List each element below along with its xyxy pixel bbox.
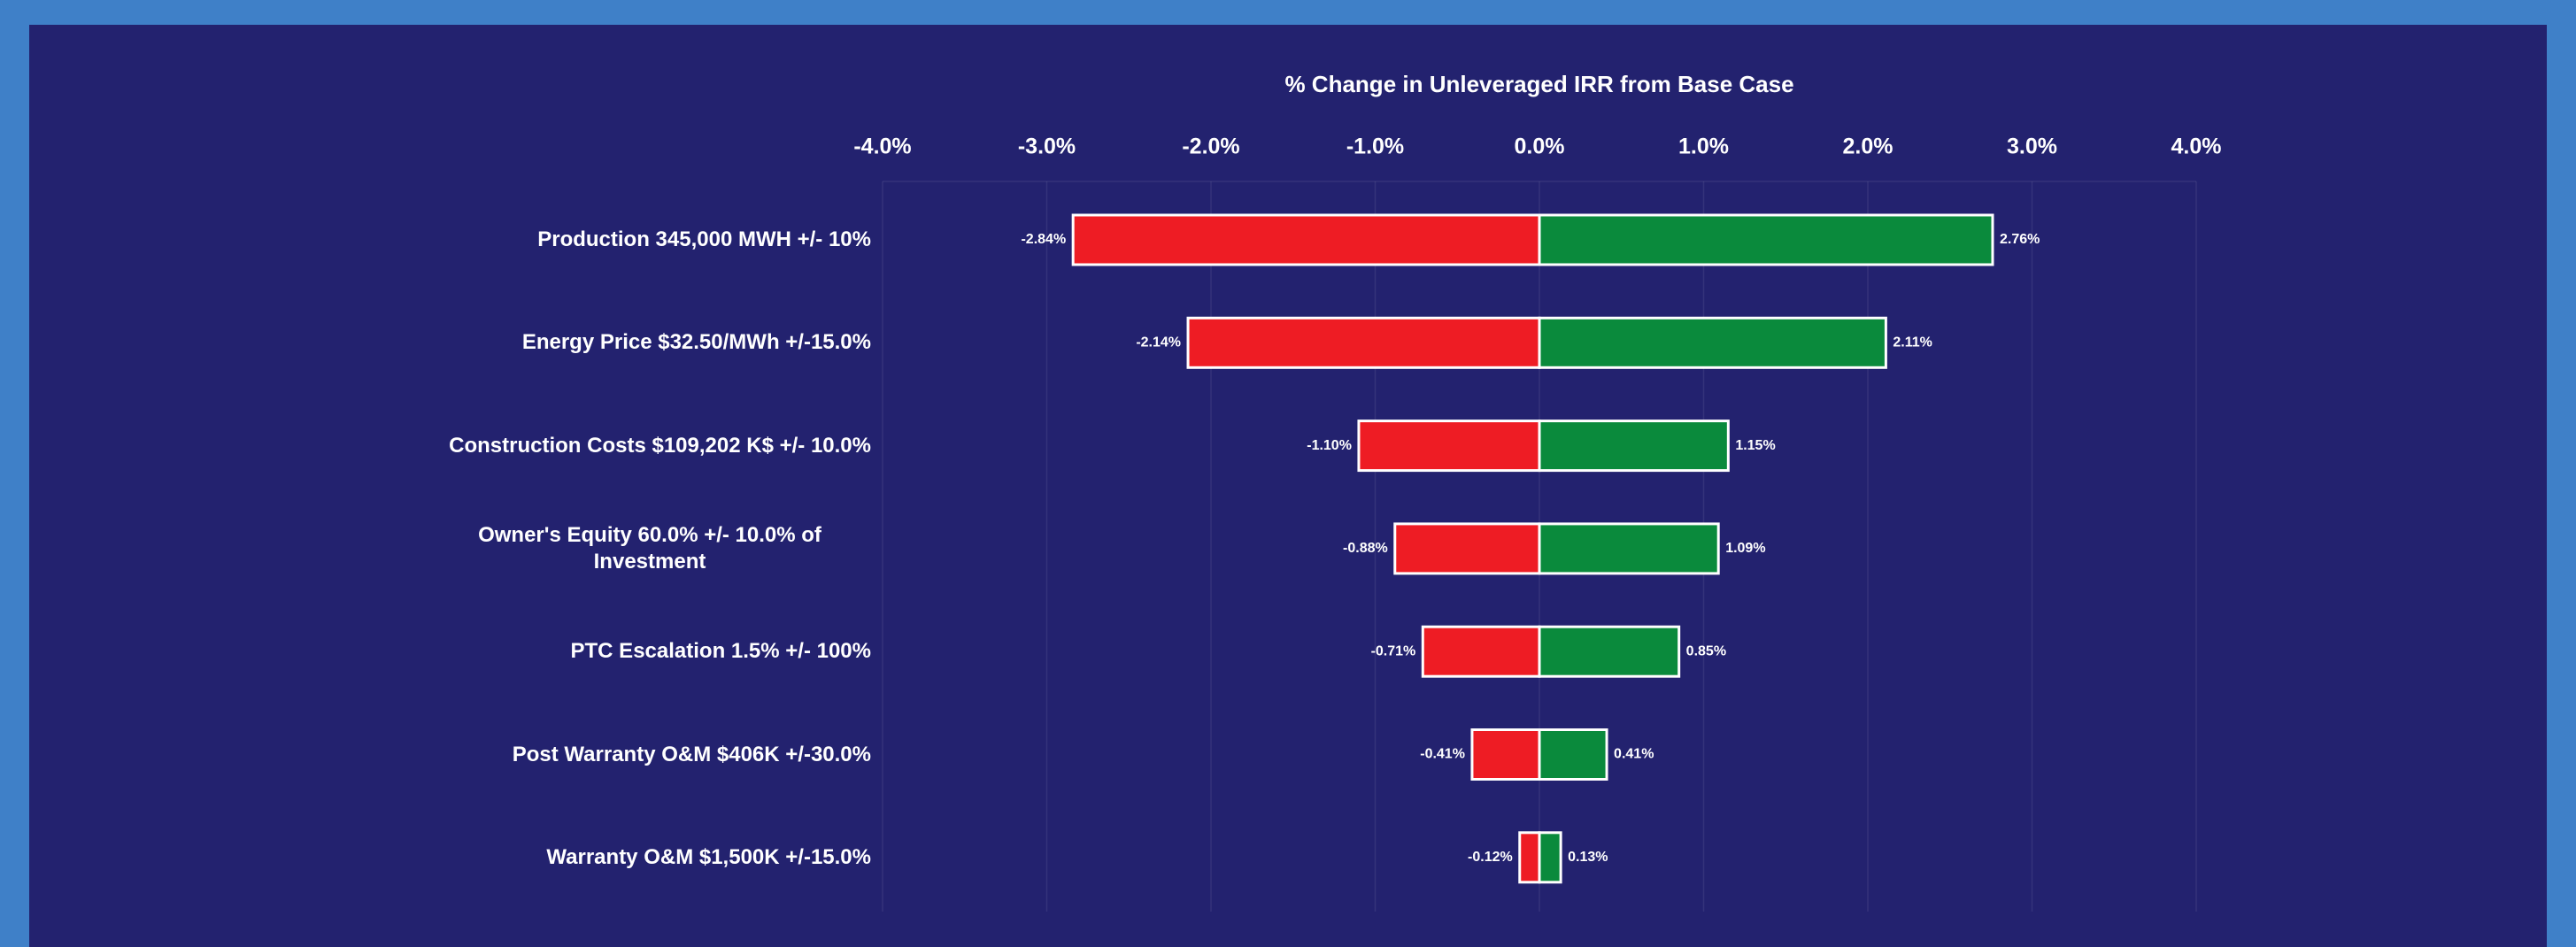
bar [1538,625,1681,678]
category-label: Owner's Equity 60.0% +/- 10.0% of Invest… [478,522,821,574]
bar [1538,831,1562,884]
bar [1518,831,1541,884]
bar [1538,213,1994,266]
bar [1470,728,1541,781]
x-tick-label: 2.0% [1843,135,1893,159]
bar [1538,728,1608,781]
bar [1393,522,1541,575]
x-tick-label: 4.0% [2171,135,2222,159]
x-tick-label: -1.0% [1346,135,1404,159]
category-label: Post Warranty O&M $406K +/-30.0% [512,742,871,766]
value-label: -2.84% [1021,232,1066,247]
value-label: -1.10% [1307,438,1352,453]
value-label: -0.71% [1371,643,1416,658]
chart-title: % Change in Unleveraged IRR from Base Ca… [1284,71,1793,97]
value-label: -0.12% [1468,850,1513,865]
bar [1538,522,1720,575]
value-label: 0.85% [1686,643,1726,658]
value-label: 0.41% [1614,747,1654,762]
value-label: -2.14% [1136,335,1181,350]
x-tick-label: 1.0% [1678,135,1729,159]
value-label: 2.11% [1893,335,1932,350]
background [29,25,2547,947]
category-label: Construction Costs $109,202 K$ +/- 10.0% [449,433,871,458]
category-label: Energy Price $32.50/MWh +/-15.0% [521,330,871,355]
bar [1538,316,1887,369]
category-label: Production 345,000 MWH +/- 10% [537,227,871,251]
x-tick-label: -2.0% [1182,135,1239,159]
value-label: 1.09% [1725,541,1765,556]
x-tick-label: -3.0% [1018,135,1076,159]
x-tick-label: 3.0% [2007,135,2057,159]
bar [1186,316,1541,369]
bar [1071,213,1541,266]
x-tick-label: 0.0% [1515,135,1565,159]
bar [1421,625,1541,678]
bar [1538,420,1730,473]
value-label: 1.15% [1735,438,1775,453]
x-tick-label: -4.0% [853,135,911,159]
category-label: Warranty O&M $1,500K +/-15.0% [546,844,871,869]
value-label: -0.88% [1343,541,1388,556]
value-label: -0.41% [1420,747,1465,762]
category-label: PTC Escalation 1.5% +/- 100% [570,639,871,664]
value-label: 0.13% [1568,850,1608,865]
bar [1357,420,1541,473]
value-label: 2.76% [2000,232,2040,247]
